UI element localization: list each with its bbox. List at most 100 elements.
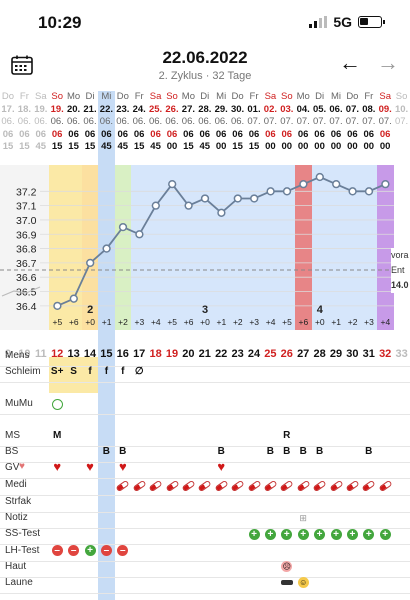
bs-value[interactable]: B <box>217 446 225 457</box>
schleim-value[interactable]: S+ <box>50 366 64 377</box>
row-label-medi[interactable]: Medi <box>5 479 27 490</box>
pill-icon[interactable] <box>197 478 213 494</box>
row-label-ss_test[interactable]: SS-Test <box>5 528 41 539</box>
pill-icon[interactable] <box>164 478 180 494</box>
temperature-point[interactable] <box>184 201 193 210</box>
row-label-mens[interactable]: Mens <box>5 350 30 361</box>
cycle-day-number[interactable]: 11 <box>34 348 47 360</box>
lh-negative-icon[interactable]: – <box>49 543 65 558</box>
temperature-point[interactable] <box>315 172 324 182</box>
cycle-day-number[interactable]: 13 <box>67 348 80 360</box>
bs-value[interactable]: B <box>365 446 373 457</box>
temperature-point[interactable] <box>151 201 160 210</box>
day-column-header[interactable]: Di 05. 07. 06 00 <box>312 91 328 154</box>
day-column-header[interactable]: Mo 27. 06. 06 15 <box>180 91 196 154</box>
schleim-value[interactable]: f <box>121 366 125 377</box>
pill-icon[interactable] <box>213 478 229 494</box>
skin-face-icon[interactable]: ☹ <box>281 561 293 572</box>
lh-negative-icon[interactable]: – <box>98 543 114 558</box>
day-column-header[interactable]: Fr 08. 07. 06 00 <box>361 91 377 154</box>
cycle-day-number[interactable]: 18 <box>149 348 162 360</box>
prediction-card[interactable]: vora Ent 14.0 <box>391 248 410 293</box>
ss-test-icon[interactable]: + <box>377 527 393 542</box>
heart-icon[interactable]: ♥ <box>53 459 62 474</box>
pill-icon[interactable] <box>230 478 246 494</box>
cycle-day-number[interactable]: 20 <box>182 348 195 360</box>
day-column-header[interactable]: Do 07. 07. 06 00 <box>344 91 360 154</box>
cycle-day-number[interactable]: 16 <box>116 348 129 360</box>
row-label-strfak[interactable]: Strfak <box>5 496 32 507</box>
temperature-point[interactable] <box>266 187 275 196</box>
day-column-header[interactable]: Di 21. 06. 06 15 <box>82 91 98 154</box>
cycle-day-number[interactable]: 21 <box>198 348 211 360</box>
ms-value[interactable]: R <box>283 430 291 441</box>
temperature-point[interactable] <box>348 187 357 196</box>
day-column-header[interactable]: Sa 19. 06. 06 45 <box>33 91 49 154</box>
bs-value[interactable]: B <box>102 446 110 457</box>
temperature-point[interactable] <box>299 180 308 189</box>
ss-test-icon[interactable]: + <box>328 527 344 542</box>
row-label-notiz[interactable]: Notiz <box>5 512 28 523</box>
temperature-point[interactable] <box>86 258 95 268</box>
row-label-bs[interactable]: BS <box>5 446 19 457</box>
bs-value[interactable]: B <box>315 446 324 457</box>
lh-negative-icon[interactable]: – <box>66 543 82 558</box>
ss-test-icon[interactable]: + <box>344 527 360 542</box>
lh-negative-icon[interactable]: – <box>115 543 131 558</box>
ss-test-icon[interactable]: + <box>279 527 295 542</box>
cycle-day-number[interactable]: 14 <box>83 348 97 360</box>
temperature-point[interactable] <box>381 180 390 189</box>
temperature-point[interactable] <box>250 194 259 203</box>
day-column-header[interactable]: Fr 18. 06. 06 15 <box>16 91 32 154</box>
cycle-day-number[interactable]: 31 <box>362 348 375 360</box>
cycle-day-number[interactable]: 23 <box>231 348 244 360</box>
row-label-mumu[interactable]: MuMu <box>5 398 33 409</box>
day-column-header[interactable]: Sa 09. 07. 06 00 <box>377 91 393 154</box>
arrow-right-icon[interactable]: → <box>377 50 399 75</box>
day-column-header[interactable]: Fr 01. 07. 06 15 <box>246 91 262 154</box>
ss-test-icon[interactable]: + <box>295 527 311 542</box>
cycle-day-number[interactable]: 24 <box>247 348 261 360</box>
row-label-ms[interactable]: MS <box>5 430 20 441</box>
row-label-haut[interactable]: Haut <box>5 561 27 572</box>
bs-value[interactable]: B <box>266 446 274 457</box>
heart-icon[interactable]: ♥ <box>118 459 127 474</box>
ss-test-icon[interactable]: + <box>361 527 377 542</box>
schleim-value[interactable]: f <box>104 366 109 377</box>
pill-icon[interactable] <box>262 478 278 494</box>
note-icon[interactable]: ⊞ <box>299 513 307 523</box>
day-column-header[interactable]: Mi 06. 07. 06 00 <box>328 91 344 154</box>
day-column-header[interactable]: Mi 29. 06. 06 00 <box>213 91 229 154</box>
pill-icon[interactable] <box>328 478 344 494</box>
cycle-day-number[interactable]: 15 <box>100 348 113 360</box>
temperature-point[interactable] <box>200 194 210 203</box>
ss-test-icon[interactable]: + <box>312 527 328 542</box>
day-column-header[interactable]: Do 30. 06. 06 15 <box>230 91 246 154</box>
bs-value[interactable]: B <box>299 446 307 457</box>
schleim-value[interactable]: S <box>70 366 77 377</box>
bs-value[interactable]: B <box>119 446 127 457</box>
arrow-left-icon[interactable]: ← <box>339 50 361 75</box>
pill-icon[interactable] <box>312 478 328 494</box>
pill-icon[interactable] <box>361 478 377 494</box>
lh-positive-icon[interactable]: + <box>82 543 98 558</box>
cycle-day-number[interactable]: 26 <box>280 348 293 360</box>
pill-icon[interactable] <box>279 478 295 494</box>
temperature-point[interactable] <box>282 187 292 196</box>
day-column-header[interactable]: So 19. 06. 06 15 <box>49 91 65 154</box>
cycle-day-number[interactable]: 33 <box>395 348 408 360</box>
temperature-point[interactable] <box>233 194 242 203</box>
heart-icon[interactable]: ♥ <box>86 459 94 474</box>
day-column-header[interactable]: Do 17. 06. 06 15 <box>0 91 16 154</box>
pill-icon[interactable] <box>246 478 262 494</box>
temperature-point[interactable] <box>168 180 177 189</box>
row-label-lh_test[interactable]: LH-Test <box>5 545 40 556</box>
heart-icon[interactable]: ♥ <box>217 459 226 474</box>
traffic-light-icon[interactable] <box>279 575 295 590</box>
ms-value[interactable]: M <box>53 430 62 441</box>
row-label-laune[interactable]: Laune <box>5 577 33 588</box>
day-column-header[interactable]: So 03. 07. 06 00 <box>279 91 295 154</box>
day-column-header[interactable]: Sa 25. 06. 06 45 <box>148 91 164 154</box>
cycle-day-number[interactable]: 25 <box>264 348 277 360</box>
pill-icon[interactable] <box>377 478 393 494</box>
